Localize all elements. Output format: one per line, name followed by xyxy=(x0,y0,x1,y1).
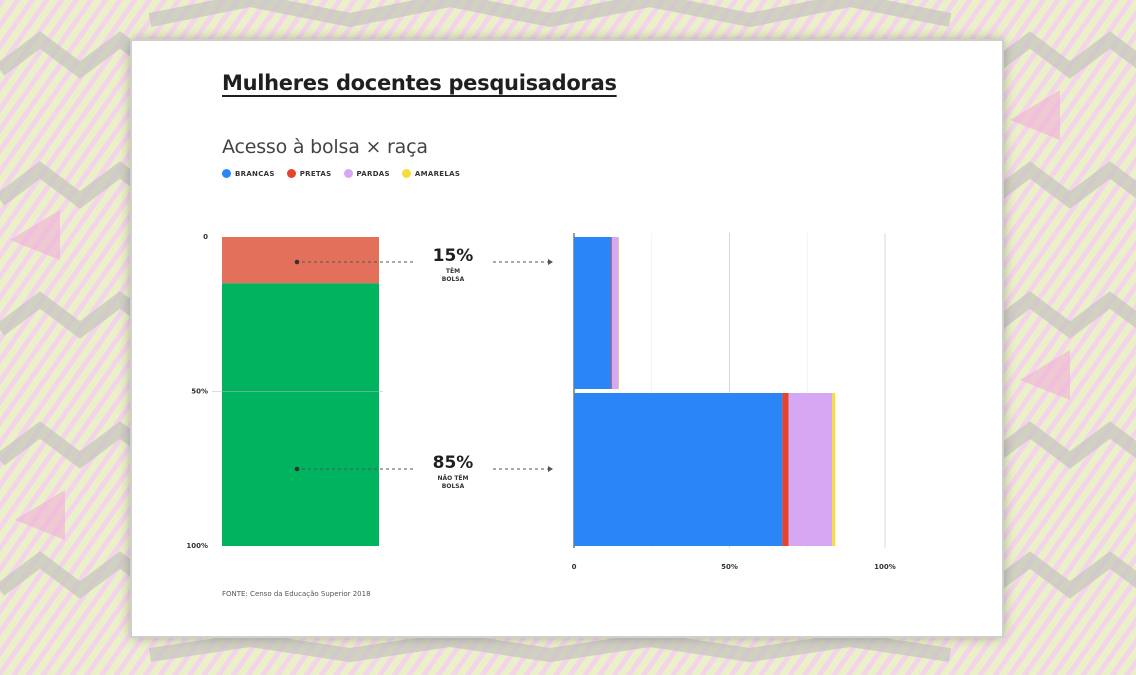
bar-segment-pardas xyxy=(788,393,833,546)
annotation-dot xyxy=(294,466,300,472)
annotation-caption-line2: BOLSA xyxy=(442,276,465,283)
chart-title: Mulheres docentes pesquisadoras xyxy=(222,71,617,95)
legend-swatch-pretas xyxy=(286,169,296,178)
arrow-head-icon xyxy=(548,259,553,265)
bar-segment-pretas xyxy=(782,393,789,546)
bar-segment-tem-bolsa xyxy=(222,237,379,284)
arrow-head-icon xyxy=(548,466,553,472)
legend-item-amarelas: AMARELAS xyxy=(401,169,461,178)
annotation-caption-line2: BOLSA xyxy=(442,483,465,490)
bar-segment-brancas xyxy=(574,237,612,389)
legend-label-brancas: BRANCAS xyxy=(235,169,275,178)
source-note: FONTE: Censo da Educação Superior 2018 xyxy=(222,590,371,598)
y-tick-label: 100% xyxy=(186,542,208,550)
annotation-percent: 15% xyxy=(433,246,474,266)
legend-swatch-amarelas xyxy=(401,169,411,178)
bar-segment-pretas xyxy=(611,237,613,389)
x-tick-label: 50% xyxy=(721,563,738,571)
annotation-percent: 85% xyxy=(433,453,474,473)
annotation-caption-line1: NÃO TÊM xyxy=(437,474,468,482)
legend-label-pardas: PARDAS xyxy=(356,169,390,178)
legend-swatch-pardas xyxy=(343,169,353,178)
y-tick-label: 50% xyxy=(191,388,208,396)
bar-segment-amarelas xyxy=(832,393,836,546)
legend-label-pretas: PRETAS xyxy=(299,169,332,178)
legend: BRANCAS PRETAS PARDAS AMARELAS xyxy=(222,169,460,178)
legend-item-pretas: PRETAS xyxy=(286,169,332,178)
bar-segment-pardas xyxy=(612,237,619,389)
x-tick-label: 0 xyxy=(572,563,577,571)
legend-label-amarelas: AMARELAS xyxy=(414,169,461,178)
chart-subtitle: Acesso à bolsa × raça xyxy=(222,136,428,158)
bar-segment-amarelas xyxy=(618,237,619,389)
annotation-caption-line1: TÊM xyxy=(446,267,460,275)
bar-segment-nao-tem-bolsa xyxy=(222,283,379,546)
bar-segment-brancas xyxy=(574,393,783,546)
legend-item-brancas: BRANCAS xyxy=(222,169,275,178)
legend-item-pardas: PARDAS xyxy=(343,169,390,178)
legend-swatch-brancas xyxy=(222,169,231,178)
chart-card: Mulheres docentes pesquisadoras Acesso à… xyxy=(132,41,1002,636)
y-tick-label: 0 xyxy=(203,233,208,241)
x-tick-label: 100% xyxy=(874,563,896,571)
annotation-dot xyxy=(294,259,300,265)
